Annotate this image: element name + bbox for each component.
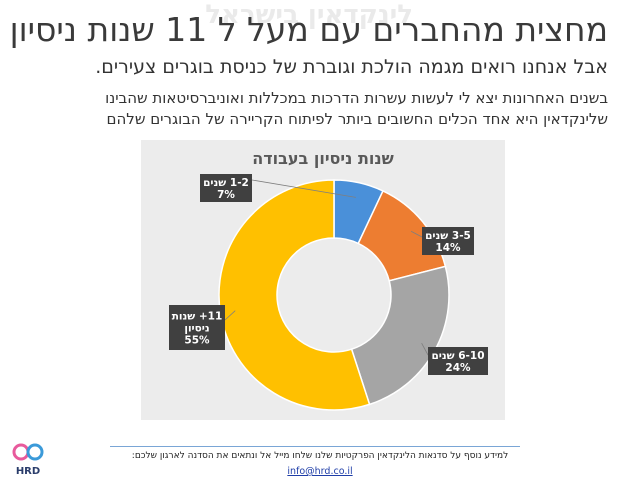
ghost-watermark-text: לינקדאין בישראל <box>205 0 413 30</box>
data-label-4-line-2: ניסיון <box>184 323 209 335</box>
data-label-3-line-1: 6-10 שנים <box>431 350 484 362</box>
logo-text: HRD <box>16 466 40 477</box>
data-label-1-line-1: 1-2 שנים <box>203 177 249 189</box>
footer-email-link[interactable]: info@hrd.co.il <box>287 466 353 477</box>
data-label-3-line-2: 24% <box>445 362 471 374</box>
leader-line-3 <box>421 342 429 356</box>
footer-divider <box>110 446 520 447</box>
slide-subtitle: אבל אנחנו רואים מגמה הולכת וגוברת של כני… <box>95 56 608 78</box>
donut-slice-3 <box>350 265 450 406</box>
leader-line-2 <box>410 230 423 238</box>
chart-title: שנות ניסיון בעבודה <box>252 149 394 168</box>
data-label-box-3 <box>428 347 488 375</box>
chart-panel: שנות ניסיון בעבודה 1-2 שנים 7% 3-5 שנים 14% 6… <box>141 140 505 420</box>
data-label-2-line-2: 14% <box>435 242 461 254</box>
body-line-2: שלינקדאין היא אחד הכלים החשובים ביותר לפ… <box>106 110 608 128</box>
data-label-2-line-1: 3-5 שנים <box>425 230 471 242</box>
footer-text: למידע נוסף על סדנאות הלינקדאין הפרקטיות … <box>131 451 509 461</box>
data-label-box-4 <box>169 305 225 350</box>
leader-line-4 <box>224 310 236 321</box>
slide-title: מחצית מהחברים עם מעל ל 11 שנות ניסיון <box>9 10 608 49</box>
body-line-1: בשנים האחרונות יצא לי לעשות עשרות הדרכות… <box>105 89 608 107</box>
leader-line-1 <box>251 179 356 198</box>
data-label-box-1 <box>200 174 252 202</box>
data-label-4-line-1: 11+ שנות <box>172 311 223 323</box>
data-label-box-2 <box>422 227 474 255</box>
data-label-1-line-2: 7% <box>217 189 235 201</box>
data-label-4-line-3: 55% <box>184 335 210 347</box>
hrd-logo-icon: HRD <box>12 443 44 477</box>
